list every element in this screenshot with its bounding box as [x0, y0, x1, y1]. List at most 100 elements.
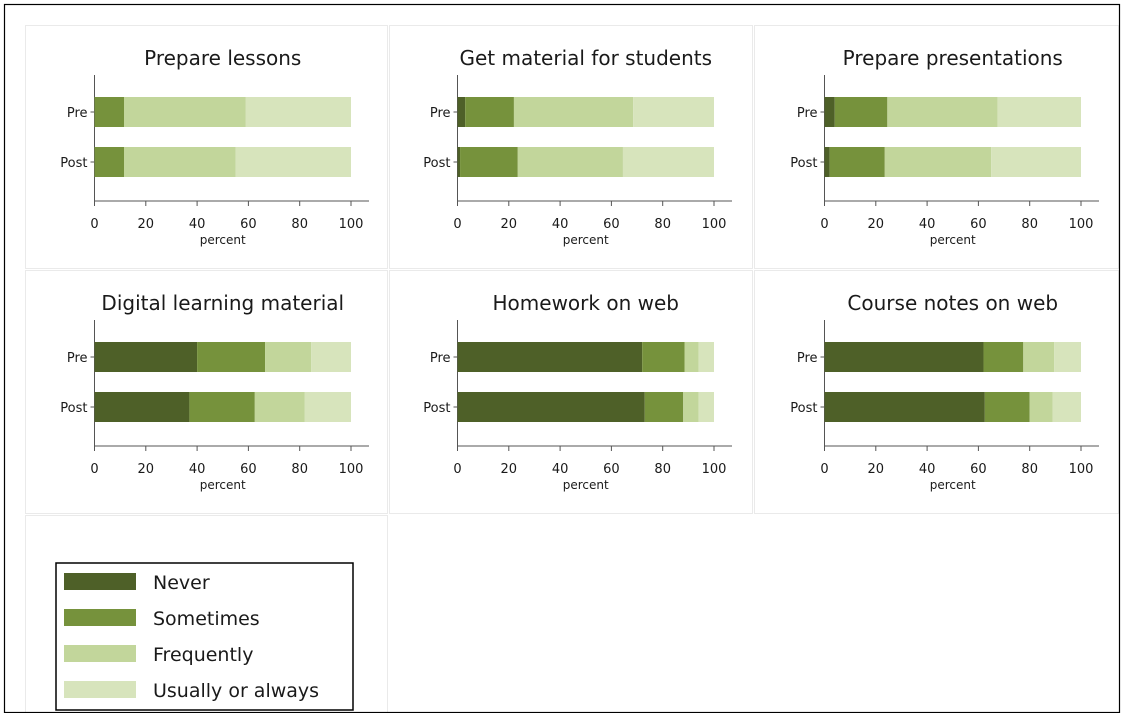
bar-segment-sometimes	[983, 342, 1024, 372]
bar-segment-sometimes	[94, 97, 124, 127]
bar-segment-never	[457, 147, 461, 177]
bar-segment-usually-or-always	[622, 147, 714, 177]
x-tick-label: 40	[919, 462, 936, 477]
legend-item-never: Never	[64, 572, 210, 594]
panel-course-notes-on-web: Course notes on web Pre Post 0 20 40 60 80 100 pe…	[790, 291, 1099, 492]
category-label: Pre	[67, 351, 88, 366]
x-tick-label: 60	[603, 462, 620, 477]
category-label: Post	[60, 401, 87, 416]
category-label: Pre	[430, 351, 451, 366]
x-tick-label: 80	[654, 462, 671, 477]
bar-segment-frequently	[123, 147, 236, 177]
x-tick-label: 20	[501, 462, 518, 477]
bar-segment-usually-or-always	[991, 147, 1081, 177]
panel-prepare-presentations: Prepare presentations Pre Post 0 20 40 60 80 100…	[790, 46, 1099, 247]
x-tick-label: 60	[970, 217, 987, 232]
legend-item-sometimes: Sometimes	[64, 608, 260, 630]
bar-segment-usually-or-always	[698, 342, 714, 372]
bar-segment-frequently	[887, 97, 998, 127]
bar-segment-never	[94, 392, 190, 422]
category-label: Post	[423, 156, 450, 171]
panel-title: Homework on web	[493, 291, 679, 315]
panel-prepare-lessons: Prepare lessons Pre Post 0 20 40 60 80 100 percen…	[60, 46, 369, 247]
x-tick-label: 100	[339, 462, 364, 477]
x-tick-label: 100	[702, 217, 727, 232]
category-label: Pre	[797, 106, 818, 121]
bar-segment-sometimes	[94, 147, 124, 177]
x-tick-label: 100	[1069, 217, 1094, 232]
panel-homework-on-web: Homework on web Pre Post 0 20 40 60 80 100 percen…	[423, 291, 732, 492]
x-tick-label: 20	[868, 462, 885, 477]
bar-segment-frequently	[265, 342, 312, 372]
bar-segment-usually-or-always	[304, 392, 351, 422]
bar-segment-sometimes	[197, 342, 266, 372]
legend-swatch	[64, 681, 136, 698]
x-tick-label: 20	[501, 217, 518, 232]
x-tick-label: 60	[240, 217, 257, 232]
x-tick-label: 20	[138, 462, 155, 477]
bar-segment-frequently	[254, 392, 305, 422]
legend: Never Sometimes Frequently Usually or alway…	[55, 562, 354, 711]
bar-segment-frequently	[123, 97, 246, 127]
bar-segment-sometimes	[829, 147, 885, 177]
bar-segment-never	[824, 147, 830, 177]
panel-title: Prepare presentations	[843, 46, 1063, 70]
x-tick-label: 40	[189, 217, 206, 232]
panel-grid	[25, 25, 1119, 713]
panel-cell	[754, 270, 1119, 514]
legend-label: Frequently	[153, 644, 253, 666]
panel-cell	[389, 270, 753, 514]
category-label: Post	[60, 156, 87, 171]
bar-segment-frequently	[1023, 342, 1055, 372]
x-tick-label: 0	[90, 217, 98, 232]
panel-title: Get material for students	[459, 46, 712, 70]
legend-label: Never	[153, 572, 210, 594]
legend-label: Usually or always	[153, 680, 319, 702]
bar-segment-frequently	[517, 147, 623, 177]
panel-cell	[754, 25, 1119, 269]
bar-segment-usually-or-always	[245, 97, 351, 127]
bar-segment-usually-or-always	[633, 97, 714, 127]
x-tick-label: 60	[970, 462, 987, 477]
bar-segment-never	[824, 97, 835, 127]
x-tick-label: 20	[138, 217, 155, 232]
legend-swatch	[64, 609, 136, 626]
x-tick-label: 40	[919, 217, 936, 232]
x-tick-label: 0	[453, 217, 461, 232]
x-tick-label: 80	[291, 462, 308, 477]
legend-label: Sometimes	[153, 608, 260, 630]
bar-segment-usually-or-always	[311, 342, 351, 372]
category-label: Pre	[797, 351, 818, 366]
x-tick-label: 20	[868, 217, 885, 232]
legend-swatch	[64, 573, 136, 590]
bar-segment-never	[457, 342, 643, 372]
bar-segment-never	[94, 342, 198, 372]
panel-get-material-for-students: Get material for students Pre Post 0 20 40 60 8…	[423, 46, 732, 247]
bar-segment-frequently	[884, 147, 992, 177]
x-axis-title: percent	[200, 233, 246, 247]
x-axis-title: percent	[930, 233, 976, 247]
legend-item-frequently: Frequently	[64, 644, 253, 666]
x-tick-label: 0	[90, 462, 98, 477]
bar-segment-usually-or-always	[235, 147, 351, 177]
bar-segment-sometimes	[644, 392, 684, 422]
x-axis-title: percent	[563, 233, 609, 247]
bar-segment-never	[824, 342, 984, 372]
bar-segment-never	[824, 392, 985, 422]
category-label: Post	[790, 156, 817, 171]
x-tick-label: 80	[654, 217, 671, 232]
x-axis-title: percent	[563, 478, 609, 492]
bar-segment-usually-or-always	[997, 97, 1081, 127]
bar-segment-usually-or-always	[1052, 392, 1081, 422]
x-axis-title: percent	[930, 478, 976, 492]
x-tick-label: 80	[1021, 462, 1038, 477]
bar-segment-sometimes	[642, 342, 685, 372]
x-tick-label: 40	[552, 462, 569, 477]
panel-cell	[25, 270, 388, 514]
bar-segment-sometimes	[189, 392, 255, 422]
x-tick-label: 0	[820, 462, 828, 477]
panel-cell	[389, 25, 753, 269]
x-tick-label: 0	[820, 217, 828, 232]
x-tick-label: 80	[291, 217, 308, 232]
